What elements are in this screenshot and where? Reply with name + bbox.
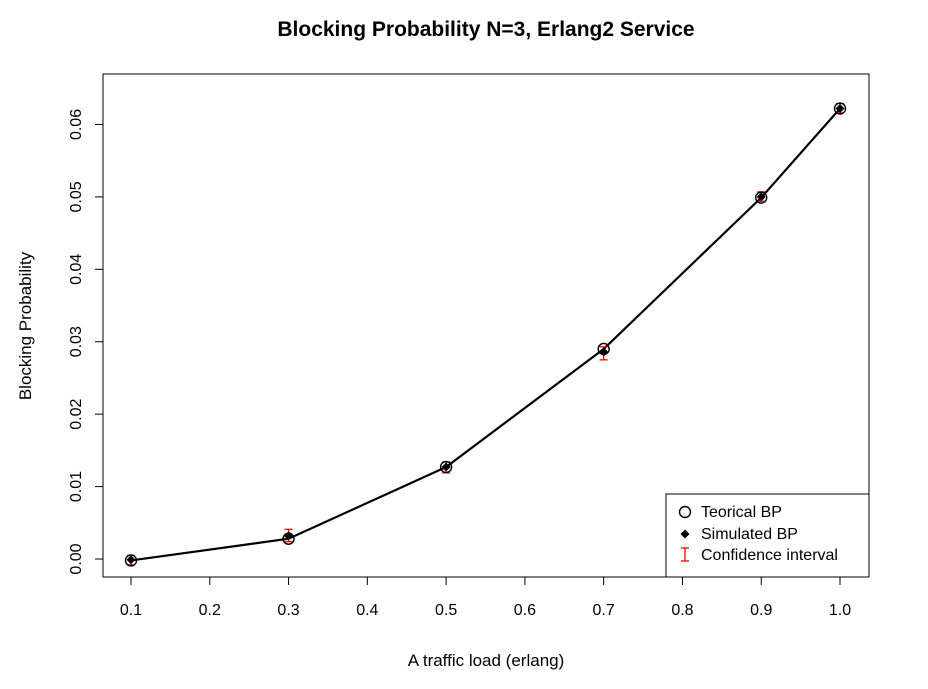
teorical-bp-point (755, 191, 768, 204)
x-axis: 0.1 0.2 0.3 0.4 0.5 0.6 0.7 0.8 0.9 1.0 (120, 577, 851, 619)
simulated-bp-point (126, 555, 136, 565)
x-tick-label: 0.7 (593, 602, 615, 619)
x-tick-label: 0.1 (120, 602, 142, 619)
x-axis-label: A traffic load (erlang) (408, 651, 565, 670)
y-tick-label: 0.01 (68, 471, 85, 502)
x-tick-label: 0.5 (435, 602, 457, 619)
simulated-bp-point (599, 347, 609, 357)
y-axis: 0.00 0.01 0.02 0.03 0.04 0.05 0.06 (68, 109, 103, 575)
teorical-bp-point (439, 460, 453, 474)
series-line-teorical (130, 107, 841, 562)
data-points (124, 102, 847, 567)
x-tick-label: 0.3 (277, 602, 299, 619)
x-tick-label: 0.6 (514, 602, 536, 619)
series-line (130, 107, 841, 562)
plot-frame (102, 73, 870, 578)
legend-confidence-label: Confidence interval (701, 547, 838, 564)
legend: Teorical BP Simulated BP Confidence interv… (665, 493, 870, 578)
simulated-bp-point (835, 104, 845, 114)
y-tick-label: 0.05 (68, 181, 85, 212)
y-tick-label: 0.02 (68, 398, 85, 429)
legend-simulated-label: Simulated BP (701, 526, 798, 543)
teorical-bp-point (124, 554, 138, 567)
legend-simulated-symbol (680, 529, 690, 539)
y-tick-label: 0.00 (68, 543, 85, 574)
teorical-bp-point (833, 102, 847, 115)
legend-teorical-symbol (678, 505, 692, 519)
simulated-bp-point (441, 462, 451, 472)
legend-confidence-symbol (681, 547, 689, 562)
x-tick-label: 0.9 (750, 602, 772, 619)
x-tick-label: 0.2 (199, 602, 221, 619)
chart-title: Blocking Probability N=3, Erlang2 Servic… (277, 18, 694, 41)
legend-teorical-label: Teorical BP (701, 504, 782, 521)
y-tick-label: 0.04 (68, 254, 85, 285)
y-tick-label: 0.06 (68, 109, 85, 140)
y-tick-label: 0.03 (68, 326, 85, 357)
simulated-bp-point (284, 531, 294, 541)
x-tick-label: 0.4 (356, 602, 378, 619)
legend-box (665, 493, 870, 578)
x-tick-label: 1.0 (829, 602, 851, 619)
y-axis-label: Blocking Probability (16, 251, 35, 400)
x-tick-label: 0.8 (671, 602, 693, 619)
simulated-bp-point (756, 192, 766, 202)
